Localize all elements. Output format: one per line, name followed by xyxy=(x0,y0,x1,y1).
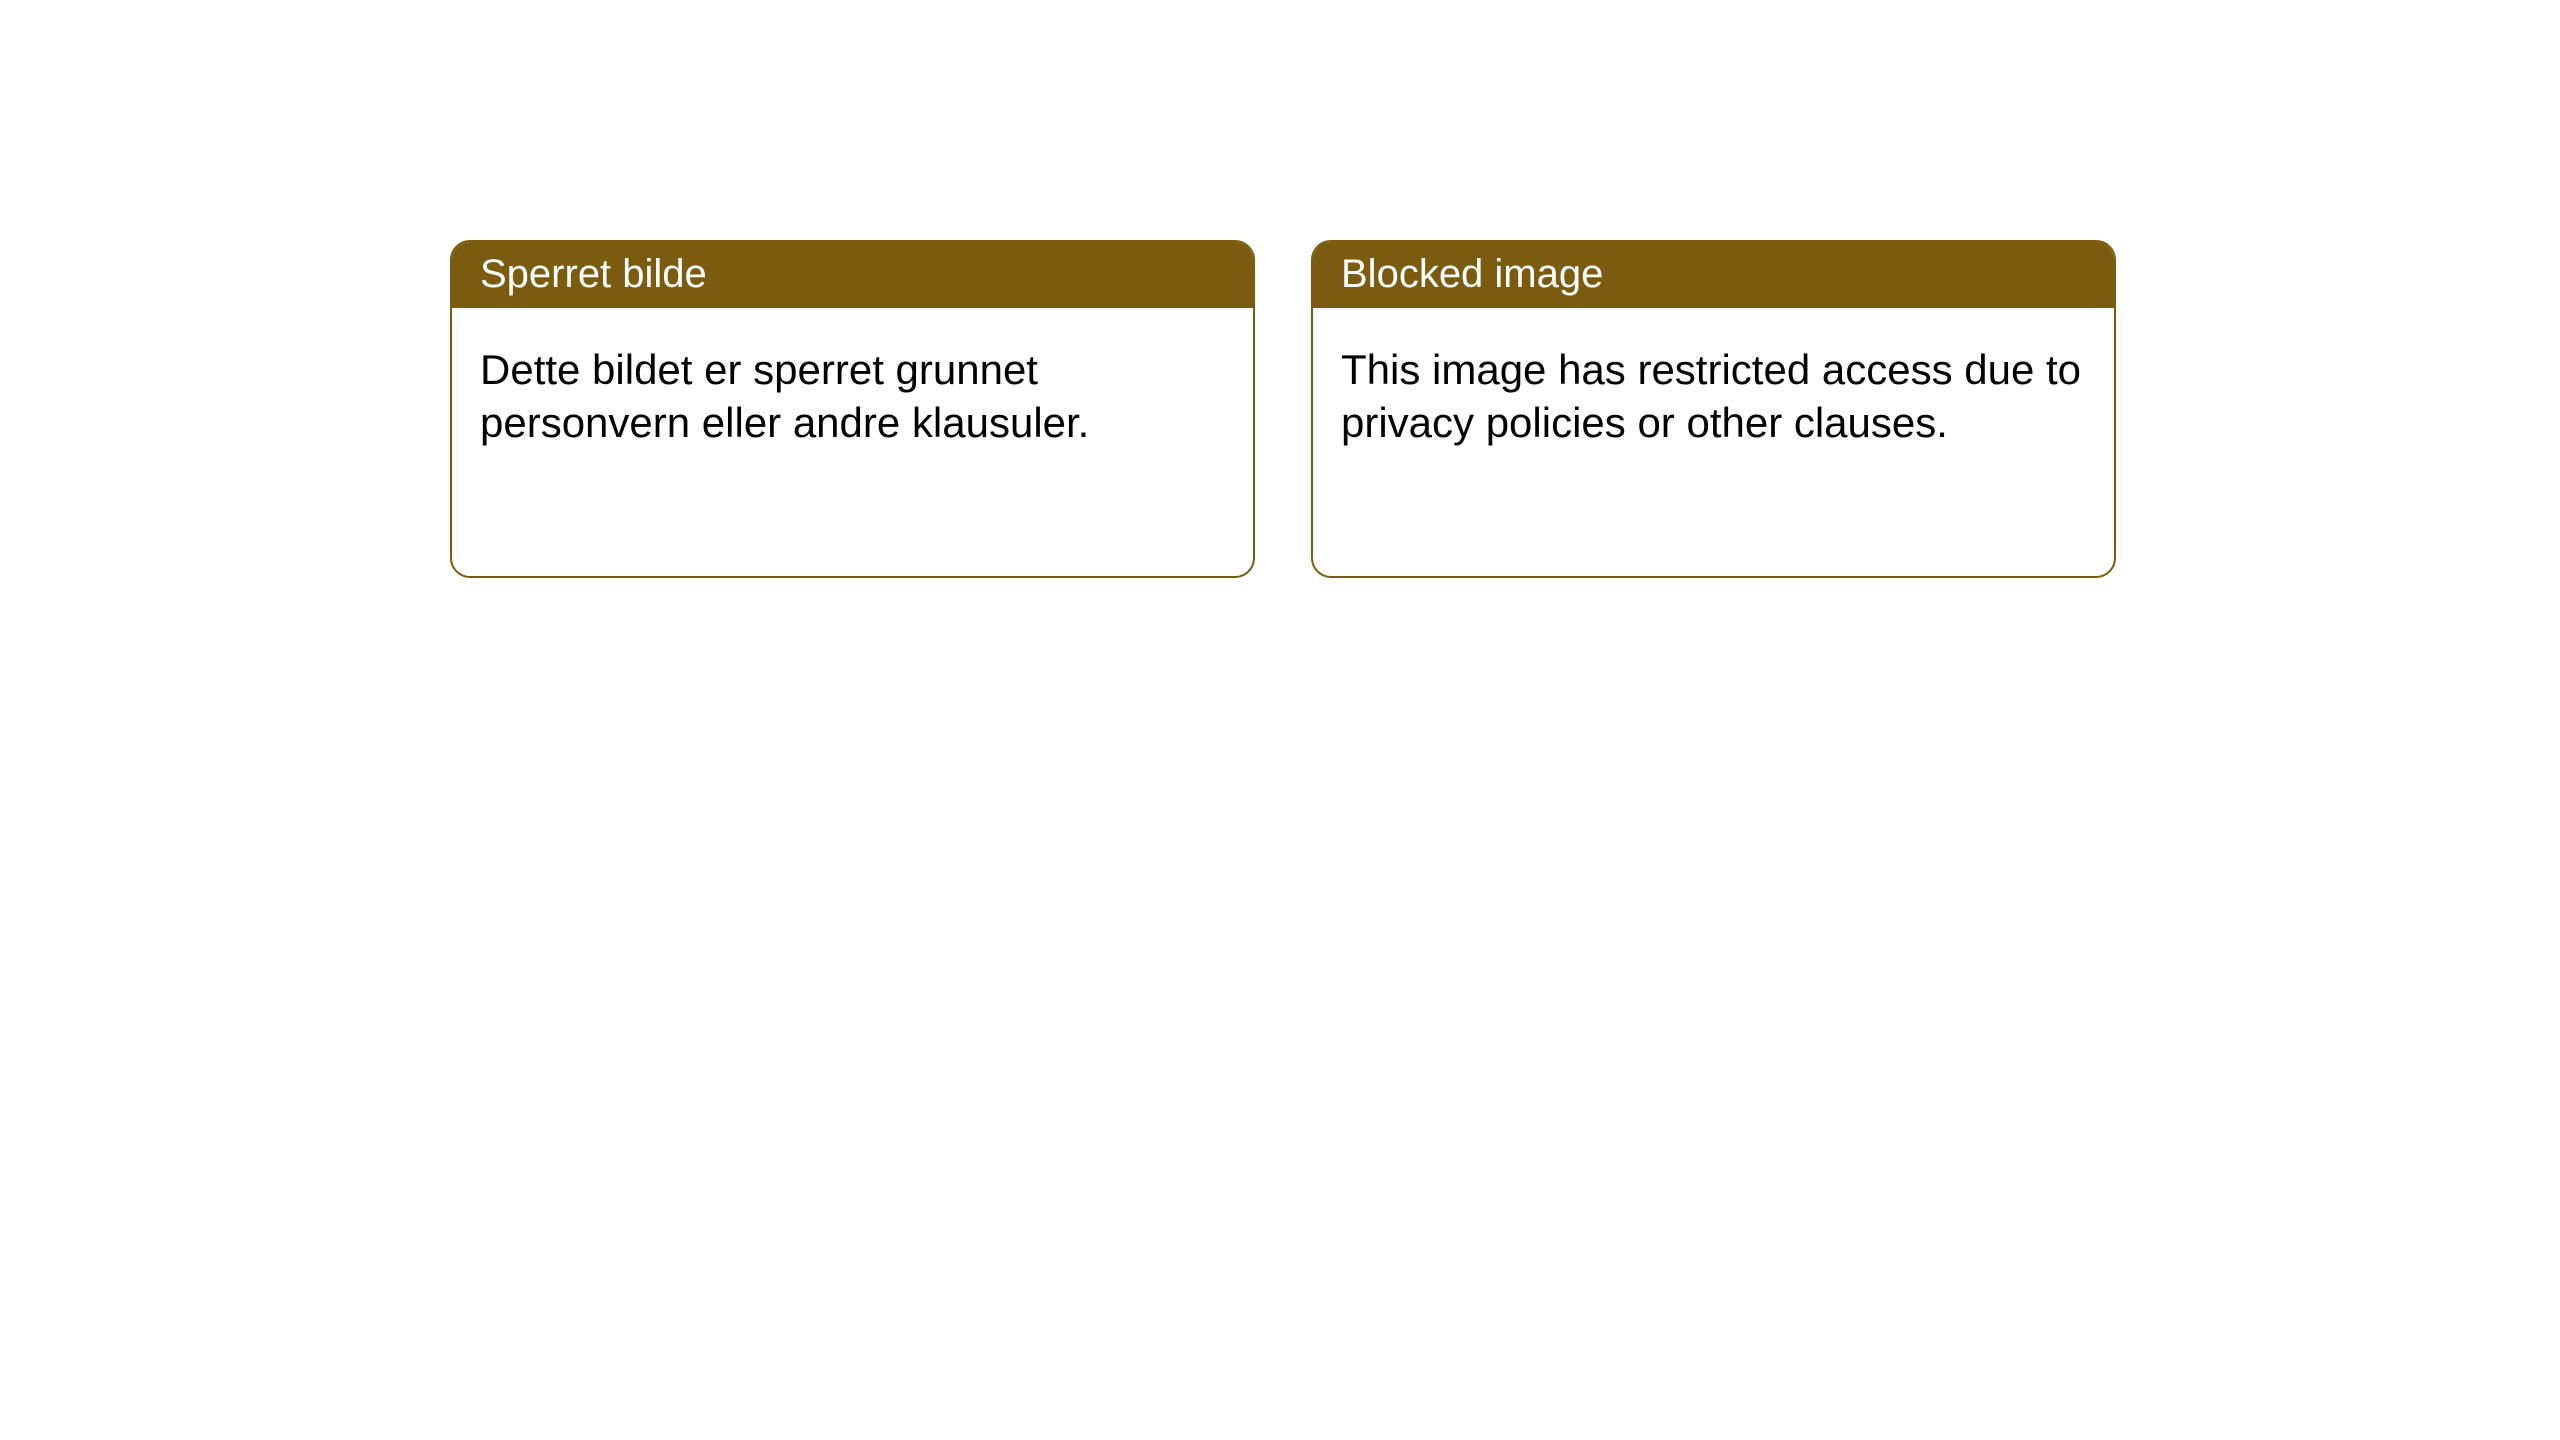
card-title: Sperret bilde xyxy=(480,252,707,296)
card-body: This image has restricted access due to … xyxy=(1313,308,2114,485)
cards-container: Sperret bilde Dette bildet er sperret gr… xyxy=(0,0,2560,578)
blocked-image-card-no: Sperret bilde Dette bildet er sperret gr… xyxy=(450,240,1255,578)
card-body: Dette bildet er sperret grunnet personve… xyxy=(452,308,1253,485)
card-title: Blocked image xyxy=(1341,252,1603,296)
blocked-image-card-en: Blocked image This image has restricted … xyxy=(1311,240,2116,578)
card-header: Sperret bilde xyxy=(452,242,1253,308)
card-body-text: This image has restricted access due to … xyxy=(1341,346,2081,446)
card-header: Blocked image xyxy=(1313,242,2114,308)
card-body-text: Dette bildet er sperret grunnet personve… xyxy=(480,346,1089,446)
